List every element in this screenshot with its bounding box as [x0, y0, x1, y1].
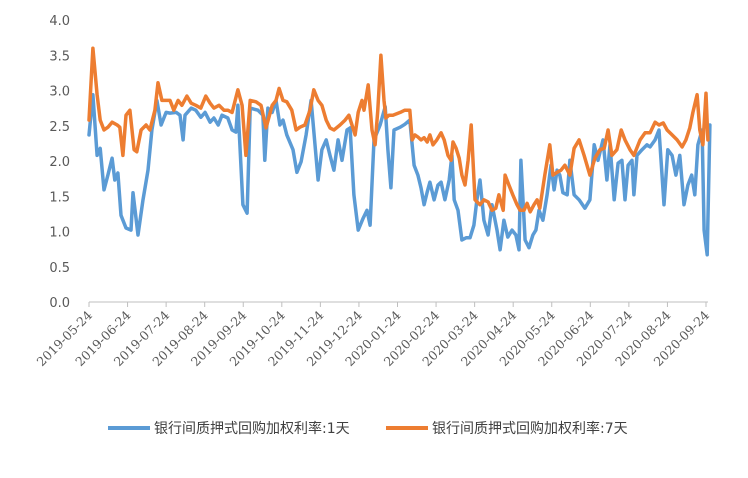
legend-swatch-1day: [108, 426, 150, 430]
y-tick-label: 0.5: [49, 261, 70, 276]
y-tick-label: 4.0: [49, 14, 70, 29]
y-tick-label: 3.0: [49, 85, 70, 100]
y-tick-label: 0.0: [49, 296, 70, 311]
legend-item-7day: 银行间质押式回购加权利率:7天: [386, 418, 628, 438]
legend-label-1day: 银行间质押式回购加权利率:1天: [154, 421, 350, 437]
legend-item-1day: 银行间质押式回购加权利率:1天: [108, 418, 350, 438]
y-tick-label: 1.0: [49, 226, 70, 241]
y-tick-label: 2.5: [49, 120, 70, 135]
y-tick-label: 1.5: [49, 190, 70, 205]
series-line-7day: [87, 46, 710, 214]
y-tick-label: 3.5: [49, 49, 70, 64]
y-tick-label: 2.0: [49, 155, 70, 170]
series-line-1day: [87, 92, 712, 257]
legend-label-7day: 银行间质押式回购加权利率:7天: [432, 421, 628, 437]
legend-swatch-7day: [386, 426, 428, 430]
